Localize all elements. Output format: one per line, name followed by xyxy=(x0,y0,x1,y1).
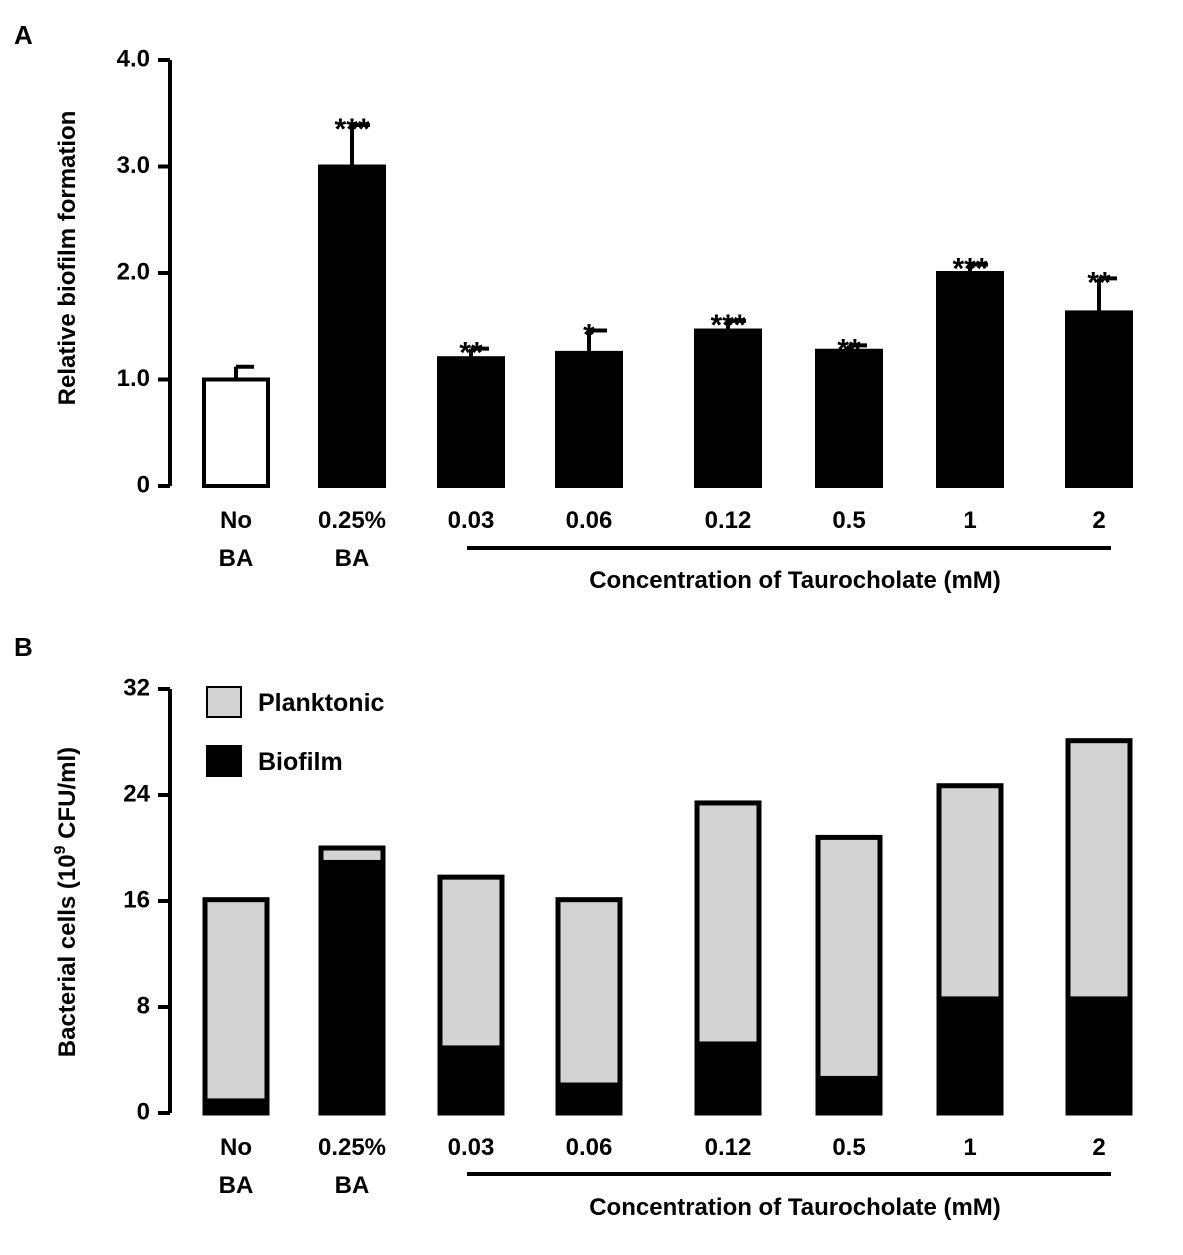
panel-b-category-label: 0.5 xyxy=(832,1134,865,1161)
panel-a-y-tick-label: 0 xyxy=(137,471,150,498)
panel-b-category-label: 0.12 xyxy=(705,1134,752,1161)
panel-b-bar-outline xyxy=(437,874,505,1116)
panel-b-bar-planktonic xyxy=(939,785,1001,997)
panel-b-category-label: 0.25% xyxy=(318,1134,386,1161)
panel-a-bar xyxy=(437,356,505,489)
panel-a-bar xyxy=(555,350,623,488)
panel-a-significance-label: *** xyxy=(710,309,745,342)
panel-a-y-tick-label: 3.0 xyxy=(117,152,150,179)
panel-b-bar-biofilm xyxy=(1068,996,1130,1113)
panel-a-significance-label: ** xyxy=(837,333,861,366)
panel-b-legend: Planktonic Biofilm xyxy=(206,686,385,777)
panel-b-y-tick-label: 0 xyxy=(137,1098,150,1125)
panel-a-category-label: 0.12 xyxy=(705,507,752,534)
panel-a-y-ticks: 0 1.0 2.0 3.0 4.0 xyxy=(117,45,170,498)
panel-a-group-label: Concentration of Taurocholate (mM) xyxy=(589,567,1001,594)
panel-a-significance-label: * xyxy=(583,319,595,352)
panel-b-bar-outline xyxy=(936,783,1004,1116)
panel-b-bar-planktonic xyxy=(818,837,880,1076)
panel-a-category-label: 0.06 xyxy=(566,507,613,534)
panel-b-group-label: Concentration of Taurocholate (mM) xyxy=(589,1194,1001,1221)
panel-b-bar-biofilm xyxy=(440,1045,502,1113)
panel-b-bar-planktonic xyxy=(321,848,383,860)
panel-a-bars: ****** ******** ** xyxy=(202,113,1133,489)
panel-a-significance-label: ** xyxy=(1087,266,1111,299)
panel-a-y-axis-title: Relative biofilm formation xyxy=(54,111,81,406)
panel-b-stacked-bars xyxy=(202,738,1133,1116)
panel-a-bar xyxy=(694,328,762,489)
panel-a-bar xyxy=(202,377,270,488)
panel-a-bar xyxy=(1065,310,1133,488)
panel-b-category-labels: No BA 0.25% BA 0.03 0.06 0.12 0.5 1 2 xyxy=(219,1134,1106,1199)
panel-b-bar-planktonic xyxy=(440,877,502,1046)
panel-b-y-tick-label: 24 xyxy=(123,780,150,807)
panel-a-y-tick-label: 1.0 xyxy=(117,365,150,392)
panel-b-bar-biofilm xyxy=(939,996,1001,1113)
panel-a-chart: A Relative biofilm formation 0 1.0 2.0 3… xyxy=(14,20,1133,594)
panel-b-y-tick-label: 8 xyxy=(137,992,150,1019)
panel-a-significance-label: ** xyxy=(459,337,483,370)
panel-a-category-label-line2: BA xyxy=(335,545,370,572)
panel-b-y-tick-label: 16 xyxy=(123,886,150,913)
panel-a-y-tick-label: 4.0 xyxy=(117,45,150,72)
panel-a-category-labels: No BA 0.25% BA 0.03 0.06 0.12 0.5 1 2 xyxy=(219,507,1106,572)
panel-a-bar xyxy=(936,271,1004,488)
panel-b-category-label: 0.03 xyxy=(448,1134,495,1161)
panel-b-category-label-line2: BA xyxy=(335,1172,370,1199)
panel-a-y-tick-label: 2.0 xyxy=(117,258,150,285)
panel-b-category-label: 1 xyxy=(963,1134,976,1161)
panel-b-bar-biofilm xyxy=(558,1082,620,1113)
panel-a-category-label-line2: BA xyxy=(219,545,254,572)
panel-b-bar-outline xyxy=(555,897,623,1116)
panel-a-category-label: 0.5 xyxy=(832,507,865,534)
panel-b-bar-outline xyxy=(318,845,386,1116)
panel-b-y-axis-title: Bacterial cells (109 CFU/ml) xyxy=(52,747,81,1057)
panel-b-bar-planktonic xyxy=(558,899,620,1083)
panel-b-bar-outline xyxy=(694,800,762,1116)
panel-b-bar-planktonic xyxy=(205,899,267,1099)
panel-b-y-ticks: 0 8 16 24 32 xyxy=(123,674,170,1125)
panel-a-category-label: 0.03 xyxy=(448,507,495,534)
panel-b-category-label: No xyxy=(220,1134,252,1161)
panel-a-category-label: 2 xyxy=(1092,507,1105,534)
panel-b-bar-outline xyxy=(815,834,883,1116)
legend-label-planktonic: Planktonic xyxy=(258,689,385,717)
legend-swatch-biofilm xyxy=(206,745,242,777)
panel-b-bar-outline xyxy=(1065,738,1133,1116)
panel-b-bar-outline xyxy=(202,897,270,1116)
panel-b-bar-biofilm xyxy=(818,1075,880,1113)
panel-a-category-label: No xyxy=(220,507,252,534)
panel-a-letter: A xyxy=(14,20,33,50)
panel-b-y-axis-title-main: Bacterial cells (10 xyxy=(54,854,81,1057)
panel-b-bar-biofilm xyxy=(205,1098,267,1113)
panel-b-bar-planktonic xyxy=(697,802,759,1042)
panel-b-category-label-line2: BA xyxy=(219,1172,254,1199)
panel-a-significance-label: *** xyxy=(334,113,369,146)
panel-b-chart: B Bacterial cells (109 CFU/ml) 0 8 16 24… xyxy=(14,632,1133,1221)
legend-swatch-planktonic xyxy=(206,686,242,718)
panel-b-y-tick-label: 32 xyxy=(123,674,150,701)
panel-a-category-label: 0.25% xyxy=(318,507,386,534)
panel-b-category-label: 2 xyxy=(1092,1134,1105,1161)
panel-a-bar xyxy=(318,164,386,488)
panel-b-letter: B xyxy=(14,632,33,662)
panel-b-y-axis-title-unit: CFU/ml) xyxy=(54,747,81,846)
panel-a-category-label: 1 xyxy=(963,507,976,534)
panel-b-bar-planktonic xyxy=(1068,740,1130,997)
panel-b-bar-biofilm xyxy=(697,1041,759,1113)
panel-a-significance-label: *** xyxy=(952,252,987,285)
panel-b-category-label: 0.06 xyxy=(566,1134,613,1161)
panel-b-bar-biofilm xyxy=(321,859,383,1113)
legend-label-biofilm: Biofilm xyxy=(258,748,343,776)
panel-b-y-axis-title-exponent: 9 xyxy=(52,845,69,854)
panel-a-bar xyxy=(815,348,883,488)
